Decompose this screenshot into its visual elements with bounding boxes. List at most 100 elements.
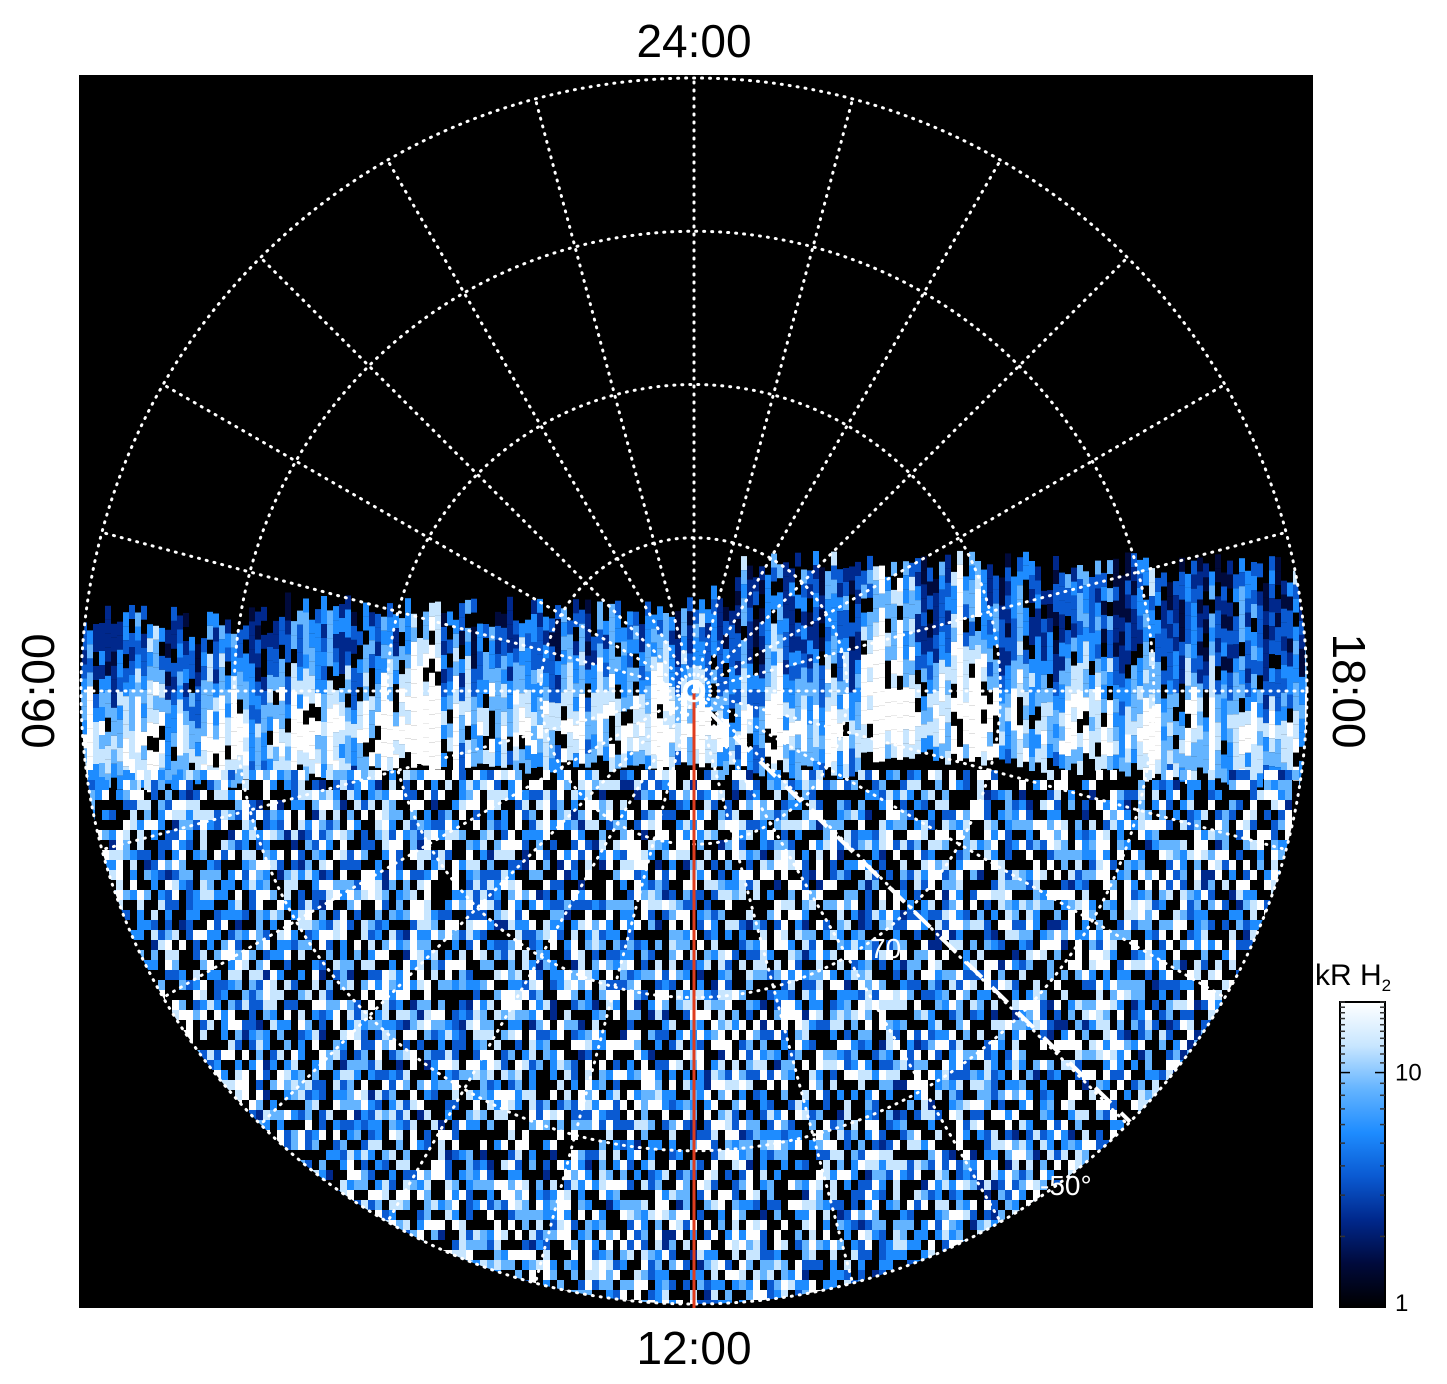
emission-cell (753, 619, 759, 633)
emission-cell (321, 624, 327, 638)
emission-cell (123, 682, 129, 696)
emission-cell (1251, 590, 1257, 604)
emission-cell (830, 840, 837, 850)
emission-cell (207, 920, 214, 930)
emission-cell (945, 737, 951, 751)
emission-cell (705, 749, 711, 763)
emission-cell (200, 830, 207, 840)
emission-cell (697, 870, 704, 880)
emission-cell (298, 900, 305, 910)
emission-cell (298, 770, 305, 780)
emission-cell (735, 591, 741, 605)
emission-cell (339, 744, 345, 758)
emission-cell (1269, 612, 1275, 626)
emission-cell (865, 910, 872, 920)
emission-cell (746, 800, 753, 810)
emission-cell (873, 664, 879, 678)
emission-cell (165, 630, 171, 644)
emission-cell (1239, 600, 1245, 614)
emission-cell (788, 800, 795, 810)
emission-cell (1012, 910, 1019, 920)
emission-cell (1173, 665, 1179, 679)
emission-cell (261, 649, 267, 663)
emission-cell (1041, 745, 1047, 759)
emission-cell (970, 890, 977, 900)
emission-cell (1180, 850, 1187, 860)
emission-cell (411, 642, 417, 656)
emission-cell (435, 630, 441, 644)
emission-cell (441, 753, 447, 767)
emission-cell (1054, 920, 1061, 930)
emission-cell (116, 870, 123, 880)
emission-cell (273, 635, 279, 649)
emission-cell (151, 820, 158, 830)
emission-cell (536, 780, 543, 790)
emission-cell (489, 711, 495, 725)
emission-cell (263, 810, 270, 820)
emission-cell (1257, 717, 1263, 731)
emission-cell (543, 687, 549, 701)
emission-cell (788, 940, 795, 950)
emission-cell (319, 800, 326, 810)
emission-cell (977, 780, 984, 790)
emission-cell (732, 780, 739, 790)
emission-cell (466, 840, 473, 850)
emission-cell (1159, 900, 1166, 910)
emission-cell (969, 720, 975, 734)
emission-cell (130, 880, 137, 890)
emission-cell (753, 731, 759, 745)
emission-cell (326, 900, 333, 910)
emission-cell (536, 820, 543, 830)
emission-cell (501, 950, 508, 960)
emission-cell (573, 697, 579, 711)
emission-cell (991, 790, 998, 800)
emission-cell (99, 707, 105, 721)
emission-cell (1047, 674, 1053, 688)
emission-cell (141, 718, 147, 732)
emission-cell (579, 736, 585, 750)
emission-cell (676, 820, 683, 830)
emission-cell (285, 691, 291, 705)
emission-cell (891, 674, 897, 688)
emission-cell (1166, 890, 1173, 900)
emission-cell (723, 677, 729, 691)
emission-cell (235, 790, 242, 800)
emission-cell (123, 640, 129, 654)
emission-cell (340, 830, 347, 840)
emission-cell (1152, 830, 1159, 840)
emission-cell (1103, 900, 1110, 910)
emission-cell (819, 665, 825, 679)
emission-cell (1250, 910, 1257, 920)
emission-cell (1167, 750, 1173, 764)
emission-cell (957, 635, 963, 649)
emission-cell (410, 870, 417, 880)
emission-cell (765, 631, 771, 645)
emission-cell (303, 599, 309, 613)
emission-cell (429, 645, 435, 659)
emission-cell (1137, 728, 1143, 742)
emission-cell (441, 669, 447, 683)
emission-cell (494, 800, 501, 810)
emission-cell (615, 713, 621, 727)
emission-cell (1245, 725, 1251, 739)
emission-cell (105, 704, 111, 718)
emission-cell (935, 890, 942, 900)
emission-cell (333, 800, 340, 810)
emission-cell (193, 940, 200, 950)
emission-cell (1026, 840, 1033, 850)
emission-cell (321, 610, 327, 624)
emission-cell (711, 930, 718, 940)
emission-cell (297, 625, 303, 639)
emission-cell (263, 940, 270, 950)
emission-cell (214, 850, 221, 860)
emission-cell (1229, 930, 1236, 940)
emission-cell (1047, 632, 1053, 646)
emission-cell (801, 640, 807, 654)
emission-cell (957, 565, 963, 579)
emission-cell (771, 694, 777, 708)
emission-cell (956, 880, 963, 890)
emission-cell (193, 900, 200, 910)
emission-cell (718, 880, 725, 890)
emission-cell (549, 660, 555, 674)
emission-cell (225, 746, 231, 760)
